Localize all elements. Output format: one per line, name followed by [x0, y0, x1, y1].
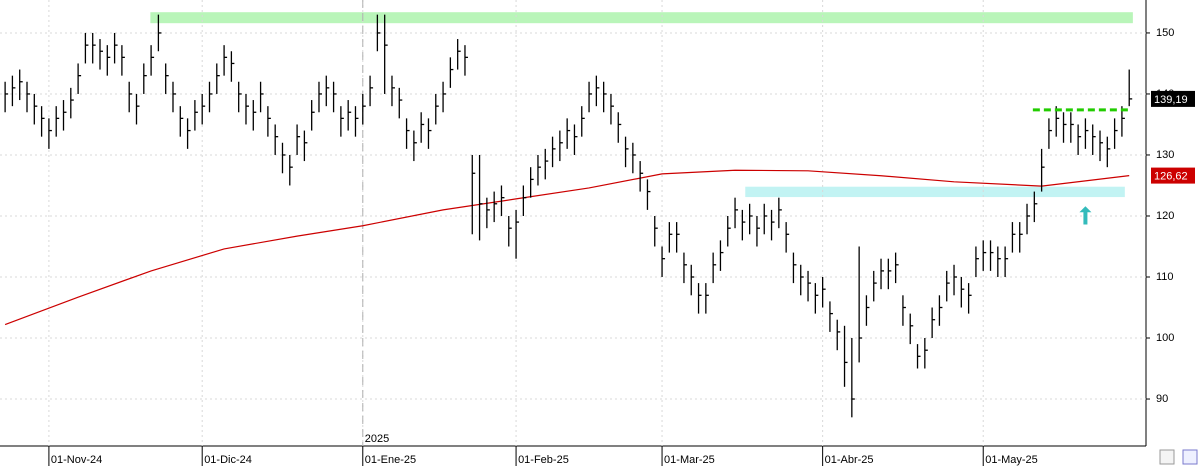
y-tick-label: 120: [1156, 210, 1174, 222]
x-tick-label: 01-Ene-25: [365, 454, 416, 466]
y-tick-label: 150: [1156, 27, 1174, 39]
y-tick-label: 100: [1156, 332, 1174, 344]
x-tick-label: 01-Dic-24: [204, 454, 252, 466]
x-tick-label: 01-Feb-25: [518, 454, 569, 466]
highlight-band: [745, 186, 1125, 198]
up-arrow: [1079, 206, 1092, 225]
toolbar-icon[interactable]: [1159, 449, 1175, 465]
ma-price-box: [1151, 167, 1195, 184]
moving-average-line: [4, 169, 1130, 326]
x-tick-label: 01-May-25: [985, 454, 1038, 466]
y-tick-label: 110: [1156, 271, 1174, 283]
x-tick-label: 01-Mar-25: [664, 454, 715, 466]
year-label: 2025: [365, 433, 389, 445]
toolbar-icon[interactable]: [1182, 449, 1198, 465]
highlight-band: [150, 12, 1133, 24]
ma-price-label: 126,62: [1154, 170, 1188, 182]
y-tick-label: 90: [1156, 393, 1168, 405]
x-tick-label: 01-Abr-25: [825, 454, 874, 466]
last-price-label: 139,19: [1154, 94, 1188, 106]
x-tick-label: 01-Nov-24: [51, 454, 102, 466]
last-price-box: [1151, 90, 1195, 107]
y-tick-label: 130: [1156, 149, 1174, 161]
